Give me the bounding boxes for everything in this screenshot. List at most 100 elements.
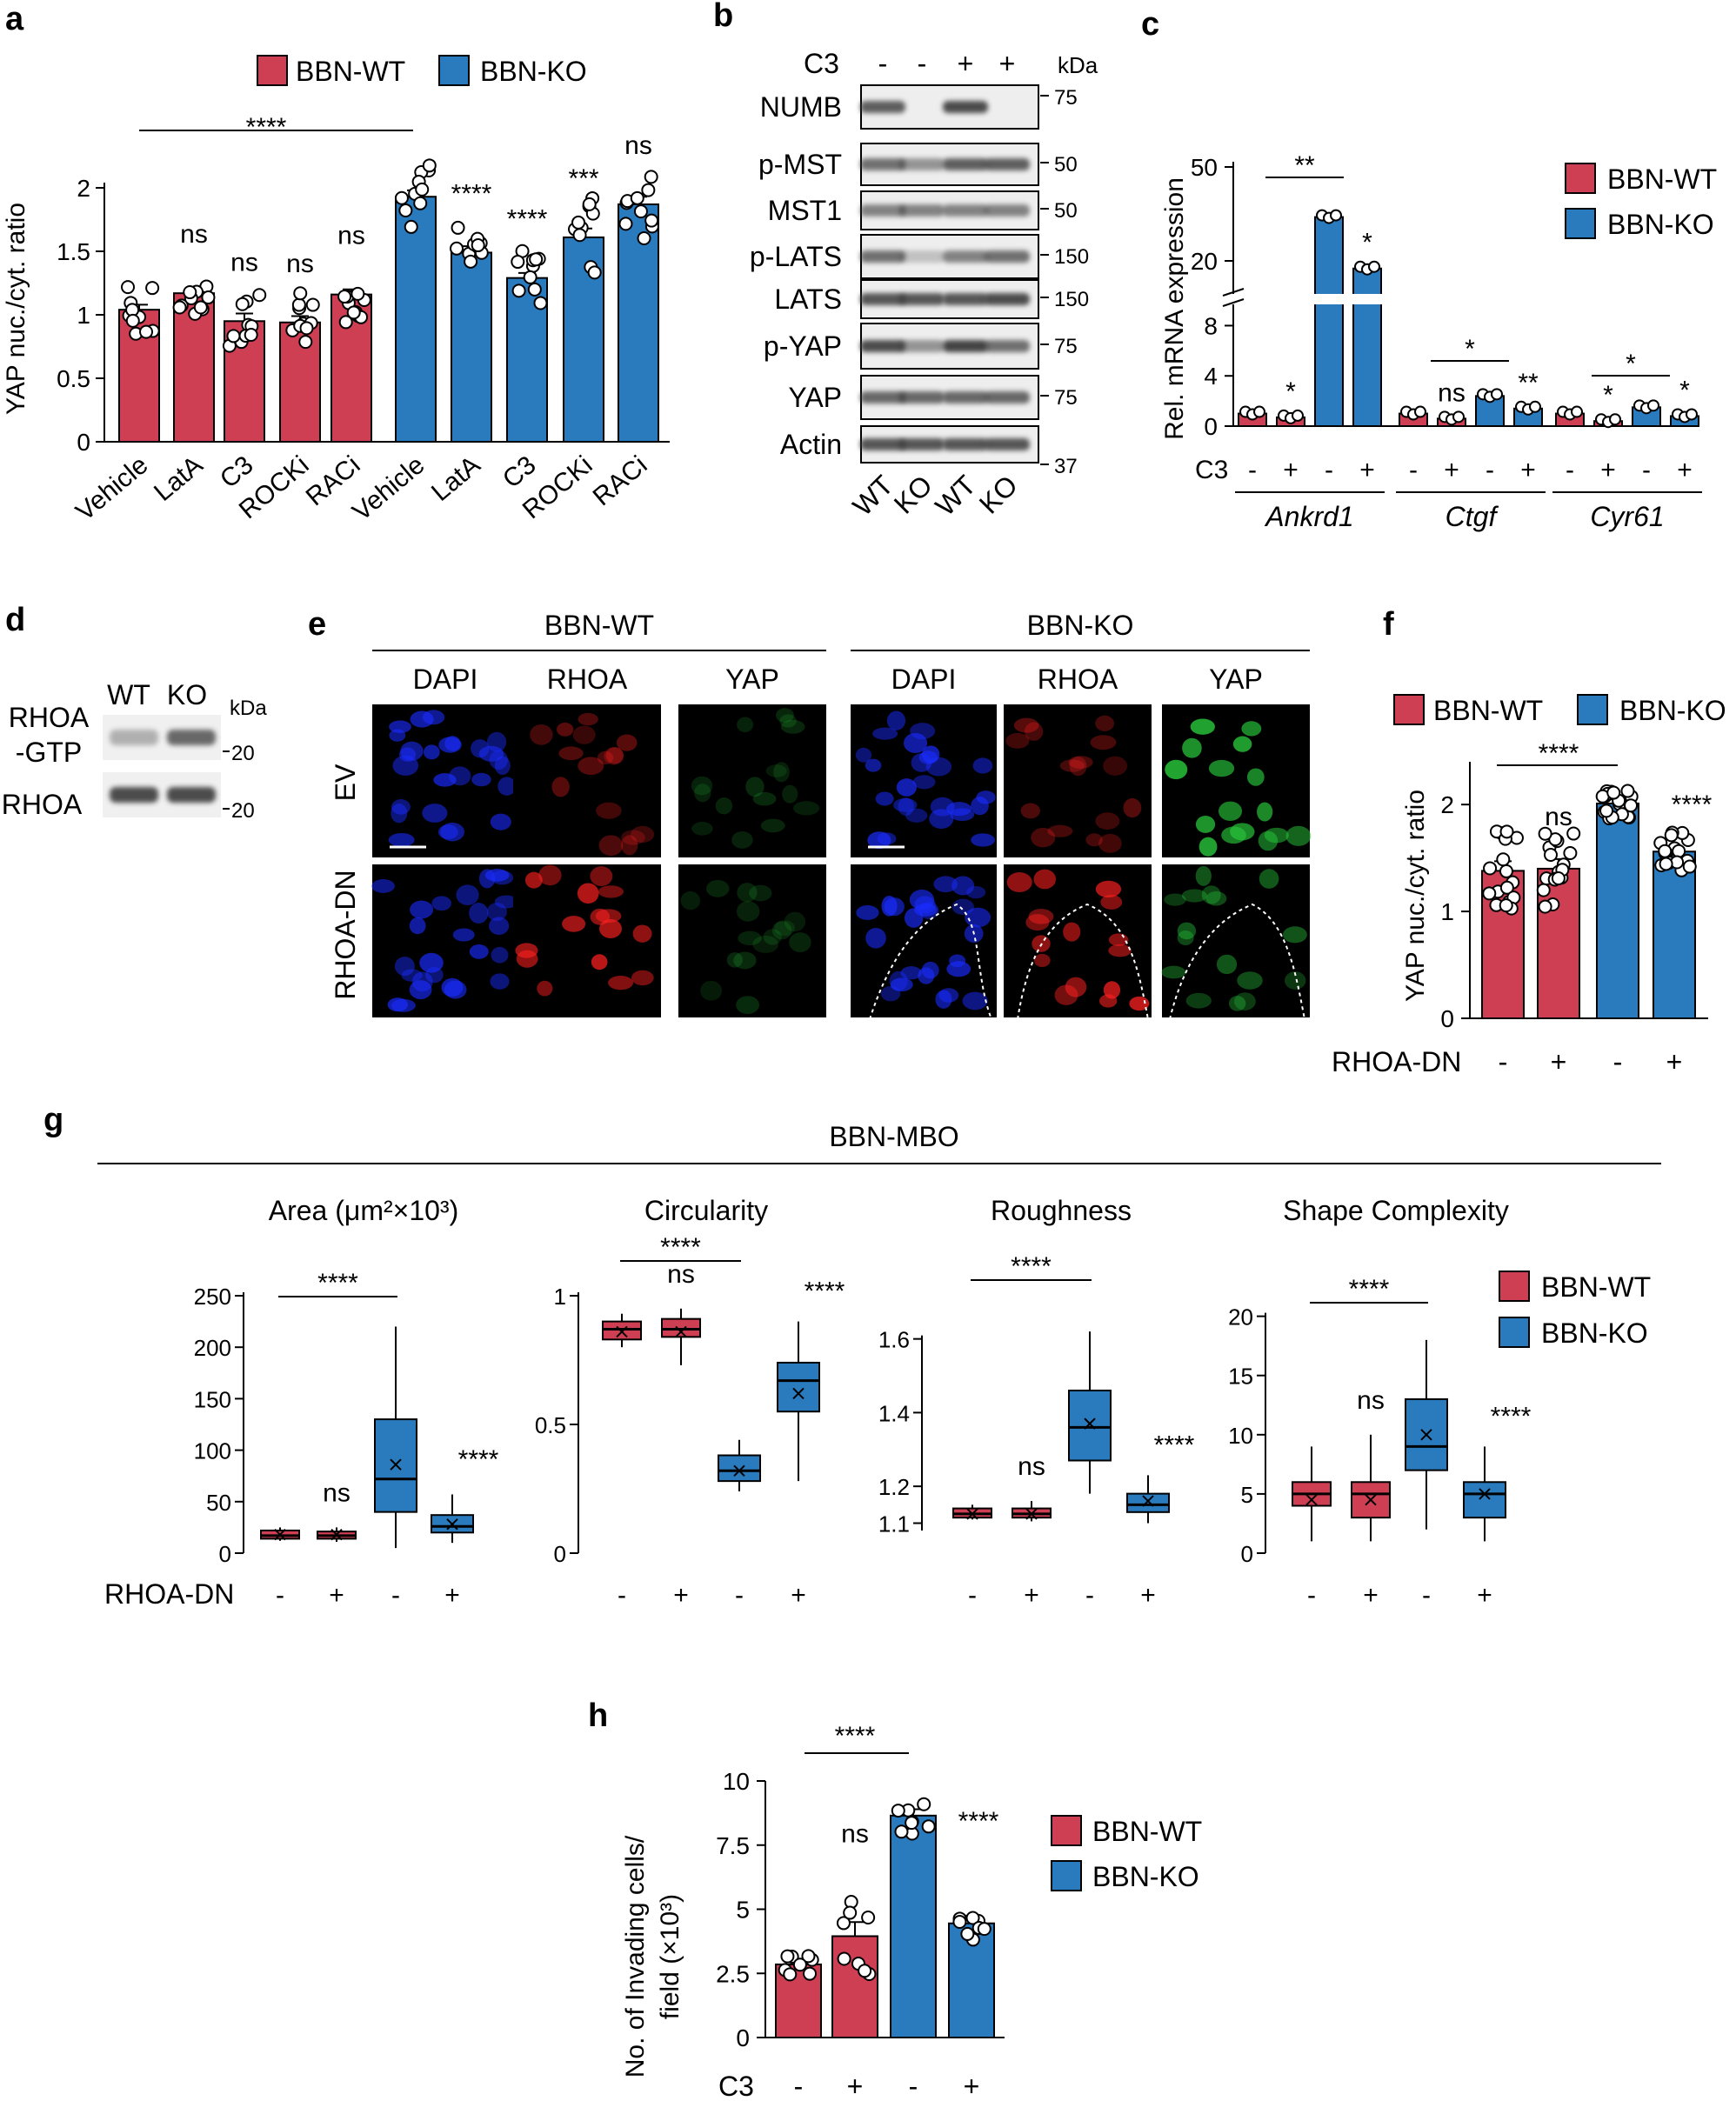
e-cell-signal	[1059, 759, 1085, 772]
a-point	[293, 286, 308, 301]
legend-g-label-wt: BBN-WT	[1541, 1271, 1651, 1303]
legend-f-label-wt: BBN-WT	[1433, 695, 1543, 726]
g-mean-marker	[792, 1387, 805, 1400]
e-cell-signal	[1208, 759, 1235, 777]
b-band	[860, 293, 905, 305]
e-cell-signal	[422, 710, 445, 725]
c-point	[1368, 260, 1380, 273]
e-cell-signal	[494, 756, 511, 776]
g-treatment-label: RHOA-DN	[104, 1578, 234, 1610]
e-cell-signal	[1103, 756, 1128, 776]
f-point	[1682, 859, 1697, 874]
e-cell-signal	[736, 901, 760, 922]
e-cell-signal	[962, 991, 988, 1010]
e-cell-signal	[771, 921, 792, 940]
c-ytick-label: 4	[1204, 363, 1218, 390]
a-sig-label: ns	[337, 222, 365, 250]
e-cell-signal	[1285, 825, 1312, 846]
e-cell-signal	[1031, 827, 1056, 848]
e-cell-signal	[1165, 759, 1188, 780]
a-ytick-label: 1	[77, 302, 90, 329]
g-ytick-label: 15	[1228, 1364, 1253, 1390]
h-point	[780, 1949, 795, 1964]
a-point	[298, 335, 313, 350]
e-cell-signal	[410, 900, 434, 919]
f-point	[1599, 804, 1614, 818]
c-ytick-label: 8	[1204, 312, 1218, 339]
a-point	[139, 324, 154, 339]
e-cell-signal	[423, 744, 440, 760]
e-cell-signal	[1108, 944, 1132, 957]
e-cell-signal	[865, 927, 886, 949]
panel-h: h BBN-WT BBN-KO No. of Invading cells/ f…	[588, 1697, 1202, 2101]
e-cell-signal	[1232, 736, 1252, 752]
d-band	[110, 730, 158, 745]
e-cell-signal	[1181, 889, 1207, 903]
e-cell-signal	[700, 980, 723, 1001]
f-point	[1496, 852, 1511, 867]
h-point	[965, 1911, 980, 1925]
h-point	[843, 1905, 858, 1920]
h-treatment-sign: +	[964, 2071, 980, 2101]
legend-c-swatch-wt	[1565, 163, 1596, 194]
e-cell-signal	[867, 831, 891, 850]
e-image-tile	[678, 704, 826, 857]
e-channel-label: DAPI	[891, 664, 957, 695]
g-ytick-label: 150	[194, 1386, 231, 1412]
f-point	[1543, 848, 1558, 863]
b-marker-label: 37	[1054, 455, 1078, 478]
g-mean-marker	[1084, 1417, 1096, 1430]
h-point	[803, 1966, 818, 1981]
e-cell-signal	[1108, 933, 1129, 946]
f-point	[1483, 861, 1498, 876]
c-treatment-sign: +	[1283, 456, 1299, 484]
a-ytick-label: 2	[77, 175, 90, 202]
g-ytick-label: 1.2	[878, 1474, 910, 1500]
b-treatment-sign: -	[878, 48, 888, 79]
legend-f-swatch-wt	[1393, 694, 1425, 725]
a-point	[637, 230, 651, 245]
legend-label-wt: BBN-WT	[296, 56, 405, 87]
a-point	[582, 197, 597, 211]
legend-c-label-ko: BBN-KO	[1607, 209, 1714, 240]
e-cell-signal	[441, 977, 464, 997]
e-cell-signal	[1283, 926, 1307, 944]
e-cell-signal	[1164, 893, 1186, 906]
e-cell-signal	[929, 809, 954, 830]
g-box	[1126, 1492, 1170, 1513]
b-band	[985, 250, 1030, 263]
c-bar	[1314, 216, 1344, 427]
h-plot-area: 0 2.5 5 7.5 10 - ns + - **** +	[716, 1768, 1005, 2101]
a-ytick-label: 0	[77, 429, 90, 456]
legend-swatch-ko	[438, 55, 470, 86]
c-gene-label: Ctgf	[1446, 501, 1499, 532]
b-band	[943, 101, 988, 113]
e-cell-signal	[971, 833, 995, 847]
g-mean-marker	[1305, 1494, 1318, 1506]
c-bar	[1352, 267, 1382, 427]
d-row-label: RHOA	[9, 702, 90, 733]
a-bar	[451, 251, 492, 443]
b-marker-label: 150	[1054, 245, 1089, 269]
e-cell-signal	[1195, 815, 1216, 833]
e-cell-outline	[1017, 903, 1149, 1020]
a-point	[235, 297, 250, 311]
e-cell-signal	[1069, 757, 1087, 777]
e-cell-signal	[731, 831, 753, 849]
e-cell-signal	[896, 778, 917, 797]
e-channel-label: YAP	[1209, 664, 1263, 695]
d-lane-label: WT	[107, 679, 150, 710]
panel-a: a BBN-WT BBN-KO YAP nuc./cyt. ratio ****…	[2, 1, 670, 527]
a-point	[529, 252, 544, 267]
f-point	[1499, 880, 1514, 895]
g-sig-label: ****	[458, 1445, 499, 1474]
b-band	[899, 438, 945, 450]
h-point	[801, 1949, 816, 1964]
e-cell-signal	[691, 822, 713, 836]
e-cell-signal	[763, 929, 782, 945]
f-sig-label: ns	[1545, 803, 1572, 831]
c-bracket-label: *	[1626, 350, 1636, 378]
c-point	[1452, 410, 1465, 424]
e-cell-signal	[524, 871, 543, 889]
